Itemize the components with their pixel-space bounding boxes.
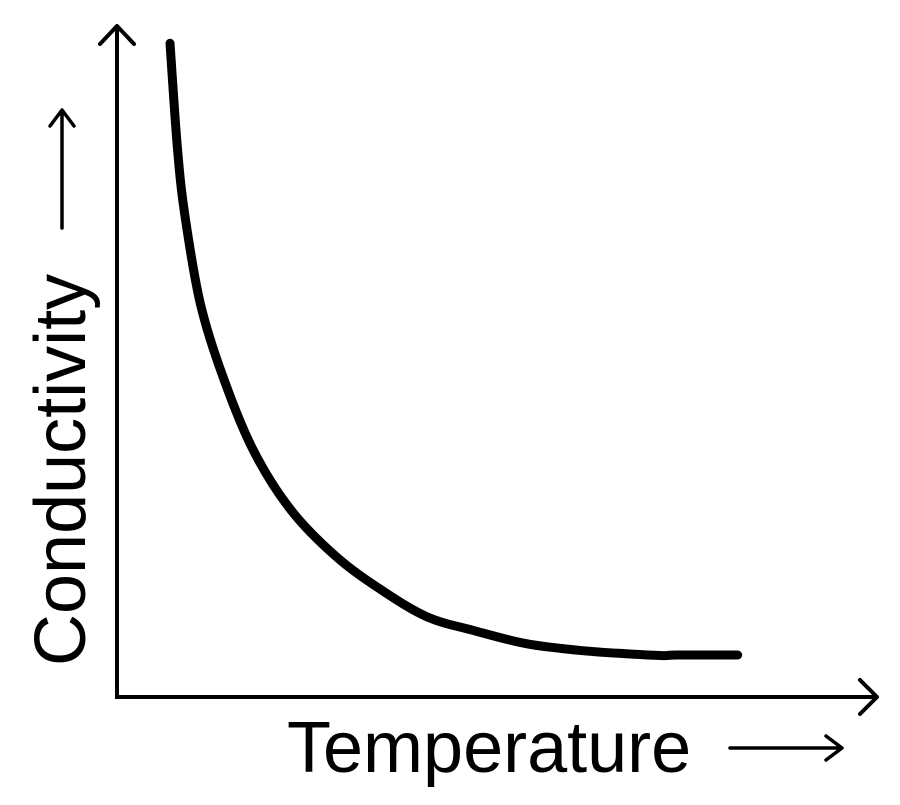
y-axis-label: Conductivity bbox=[21, 274, 101, 666]
x-axis-label-arrow-icon bbox=[728, 734, 844, 762]
y-axis-label-group: Conductivity bbox=[21, 274, 101, 666]
series-line-conductivity bbox=[165, 38, 743, 661]
x-axis-label: Temperature bbox=[287, 708, 691, 788]
y-axis-label-arrow-icon bbox=[48, 108, 76, 230]
x-axis-arrowhead bbox=[858, 678, 879, 716]
y-axis-arrowhead bbox=[98, 24, 136, 46]
